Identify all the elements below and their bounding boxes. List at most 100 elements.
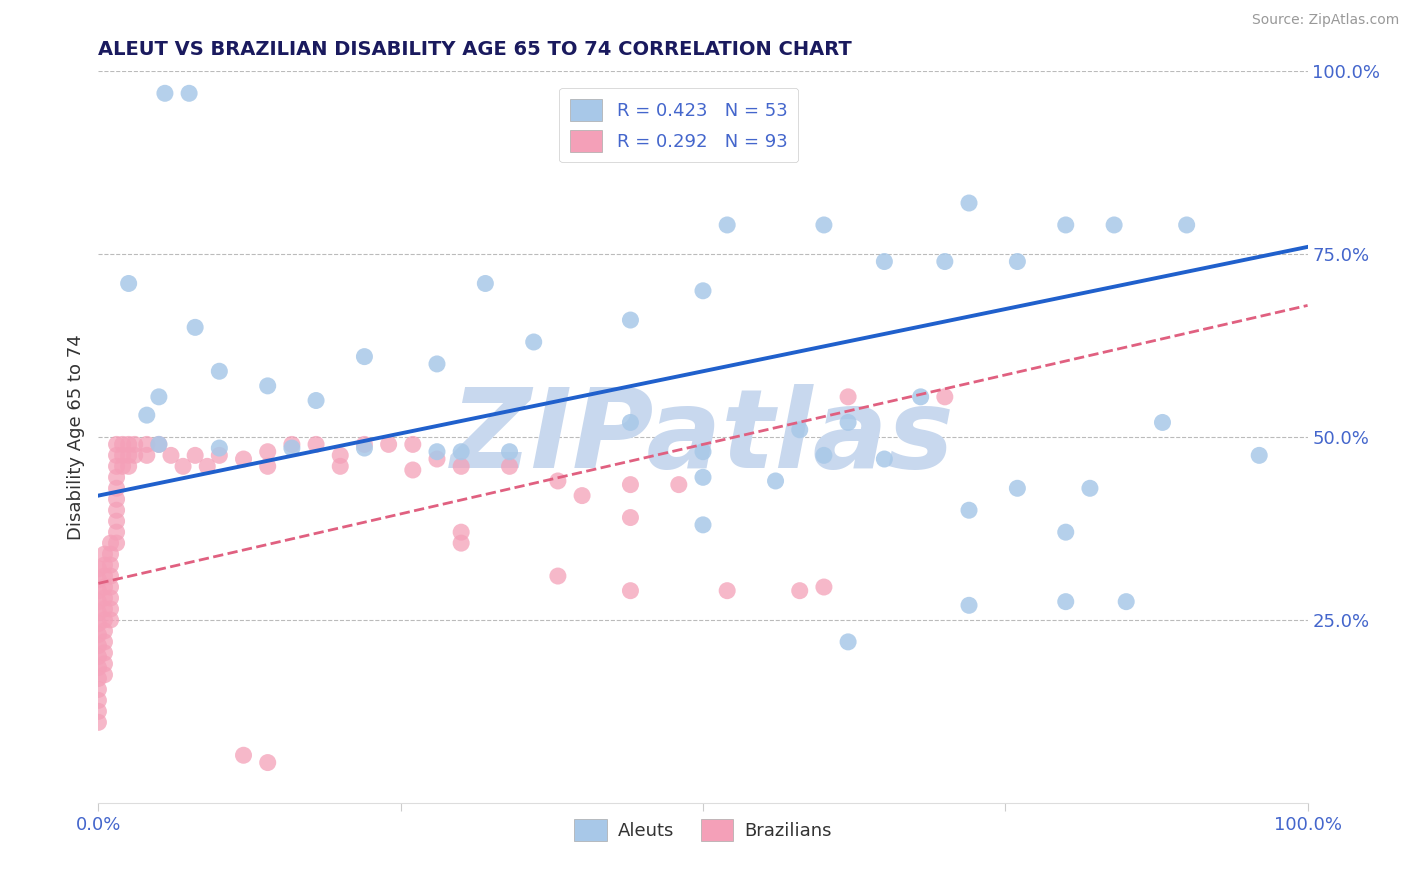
Point <box>87 682 110 697</box>
Y-axis label: Disability Age 65 to 74: Disability Age 65 to 74 <box>66 334 84 540</box>
Point <box>87 649 110 664</box>
Point <box>100 591 122 605</box>
Point <box>498 459 520 474</box>
Point <box>93 558 115 573</box>
Point <box>450 525 472 540</box>
Point <box>105 536 128 550</box>
Point <box>179 87 201 101</box>
Point <box>172 459 194 474</box>
Legend: Aleuts, Brazilians: Aleuts, Brazilians <box>567 812 839 848</box>
Point <box>450 459 472 474</box>
Point <box>100 569 122 583</box>
Point <box>934 390 956 404</box>
Point <box>837 416 859 430</box>
Point <box>148 390 170 404</box>
Point <box>426 444 449 458</box>
Point <box>184 320 207 334</box>
Point <box>124 448 146 462</box>
Point <box>111 437 134 451</box>
Point <box>498 444 520 458</box>
Point <box>93 624 115 638</box>
Point <box>93 591 115 605</box>
Point <box>716 218 738 232</box>
Point <box>105 448 128 462</box>
Point <box>619 313 641 327</box>
Point <box>353 441 375 455</box>
Point <box>87 693 110 707</box>
Point <box>547 474 569 488</box>
Point <box>105 470 128 484</box>
Point <box>208 448 231 462</box>
Point <box>87 660 110 674</box>
Point <box>692 470 714 484</box>
Point <box>100 547 122 561</box>
Point <box>111 448 134 462</box>
Point <box>160 448 183 462</box>
Point <box>100 558 122 573</box>
Point <box>87 672 110 686</box>
Point <box>148 437 170 451</box>
Point <box>87 616 110 631</box>
Point <box>87 705 110 719</box>
Point <box>87 562 110 576</box>
Text: ALEUT VS BRAZILIAN DISABILITY AGE 65 TO 74 CORRELATION CHART: ALEUT VS BRAZILIAN DISABILITY AGE 65 TO … <box>98 39 852 59</box>
Point <box>377 437 399 451</box>
Point <box>124 437 146 451</box>
Point <box>87 594 110 608</box>
Point <box>668 477 690 491</box>
Point <box>105 525 128 540</box>
Point <box>1054 218 1077 232</box>
Point <box>118 437 141 451</box>
Point <box>93 602 115 616</box>
Point <box>329 459 352 474</box>
Point <box>873 452 896 467</box>
Point <box>692 517 714 532</box>
Point <box>118 277 141 291</box>
Point <box>619 416 641 430</box>
Text: Source: ZipAtlas.com: Source: ZipAtlas.com <box>1251 13 1399 28</box>
Point <box>474 277 496 291</box>
Point <box>87 639 110 653</box>
Point <box>426 452 449 467</box>
Point <box>305 437 328 451</box>
Point <box>87 583 110 598</box>
Point <box>135 437 157 451</box>
Point <box>100 536 122 550</box>
Point <box>813 218 835 232</box>
Point <box>105 481 128 495</box>
Point <box>256 379 278 393</box>
Point <box>105 437 128 451</box>
Point <box>305 393 328 408</box>
Point <box>402 463 425 477</box>
Point <box>93 580 115 594</box>
Point <box>100 613 122 627</box>
Point <box>1007 254 1029 268</box>
Point <box>957 503 980 517</box>
Point <box>619 510 641 524</box>
Point <box>195 459 218 474</box>
Point <box>789 423 811 437</box>
Point <box>93 667 115 681</box>
Point <box>93 635 115 649</box>
Point <box>1152 416 1174 430</box>
Point <box>232 748 254 763</box>
Point <box>450 444 472 458</box>
Point <box>100 602 122 616</box>
Point <box>256 444 278 458</box>
Point <box>873 254 896 268</box>
Point <box>1054 594 1077 608</box>
Point <box>426 357 449 371</box>
Point <box>118 448 141 462</box>
Point <box>1115 594 1137 608</box>
Point <box>813 580 835 594</box>
Point <box>256 459 278 474</box>
Point <box>1249 448 1271 462</box>
Point <box>87 606 110 620</box>
Point <box>716 583 738 598</box>
Point <box>105 492 128 507</box>
Point <box>934 254 956 268</box>
Point <box>105 503 128 517</box>
Point <box>232 452 254 467</box>
Point <box>619 583 641 598</box>
Point <box>523 334 546 349</box>
